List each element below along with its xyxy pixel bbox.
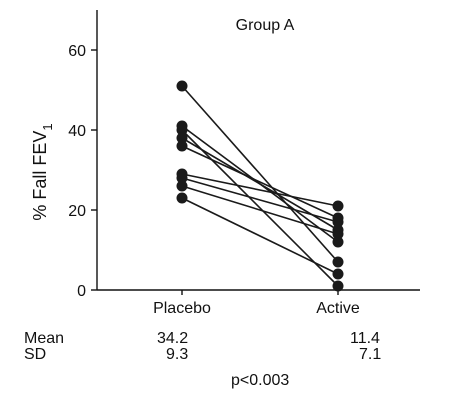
y-tick-label: 40 [68,123,86,140]
chart-title: Group A [236,17,295,34]
subject-line [181,197,339,275]
subject-line [181,185,339,235]
axes: 0 20 40 60 Placebo Active [68,10,420,317]
data-point [176,80,188,92]
data-point [176,172,188,184]
x-tick-label: Active [316,300,360,317]
subject-line [181,173,339,207]
y-axis-label: % Fall FEV1 [30,123,55,220]
placebo-sd-value: 9.3 [166,346,189,363]
data-point [332,228,344,240]
y-axis-label-subscript: 1 [40,123,55,130]
data-point [176,140,188,152]
mean-label: Mean [24,330,65,347]
y-tick-label: 20 [68,203,86,220]
data-point [176,192,188,204]
data-point [332,268,344,280]
data-point [332,216,344,228]
y-tick-label: 0 [77,283,86,300]
sd-label: SD [24,346,47,363]
data-point [332,256,344,268]
data-point [332,200,344,212]
active-sd-value: 7.1 [359,346,382,363]
data-point [176,180,188,192]
subject-line [181,129,339,287]
placebo-mean-value: 34.2 [157,330,189,347]
chart-marks [176,80,344,292]
active-mean-value: 11.4 [350,330,380,347]
y-axis-label-text: % Fall FEV [30,131,50,221]
subject-line [181,177,339,223]
data-point [332,236,344,248]
subject-line [181,85,339,263]
data-point [332,280,344,292]
data-point [176,124,188,136]
data-point [176,132,188,144]
p-value: p<0.003 [231,372,290,389]
subject-line [181,145,339,219]
y-tick-label: 60 [68,43,86,60]
x-tick-label: Placebo [153,300,211,317]
